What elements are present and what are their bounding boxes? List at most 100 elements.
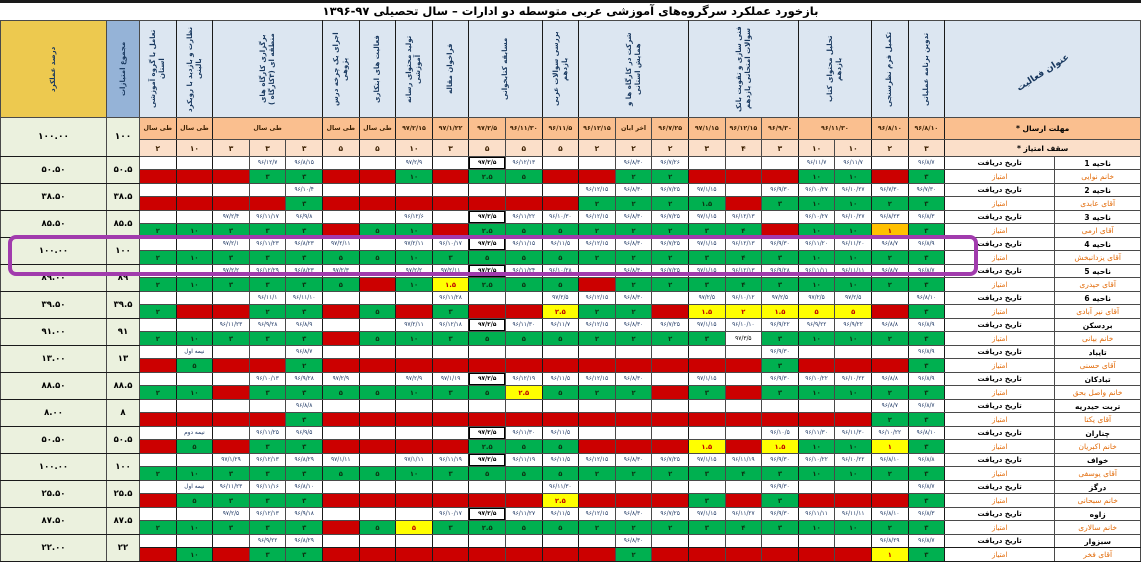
- date-cell[interactable]: ۹۷/۲/۵: [468, 453, 506, 467]
- score-cell[interactable]: ۳: [285, 466, 323, 481]
- score-cell[interactable]: [724, 412, 763, 427]
- score-cell[interactable]: ۱: [870, 223, 909, 238]
- date-cell[interactable]: ۹۶/۱۱/۱۱: [834, 507, 872, 521]
- total-cell[interactable]: ۲۵.۵: [106, 480, 140, 508]
- activity-column-header[interactable]: بررسی سوالات عربی یازدهم: [541, 20, 580, 118]
- row-label-score[interactable]: امتیاز: [944, 250, 1056, 265]
- date-cell[interactable]: ۹۷/۲/۳: [322, 264, 360, 278]
- date-cell[interactable]: ۹۶/۱۱/۱۱: [834, 264, 872, 278]
- date-cell[interactable]: ۹۶/۱۲/۱۳: [724, 237, 763, 251]
- date-cell[interactable]: [139, 291, 177, 305]
- score-cell[interactable]: [468, 196, 506, 211]
- score-cell[interactable]: ۳: [285, 547, 323, 562]
- score-cell[interactable]: ۳: [285, 520, 323, 535]
- total-cell[interactable]: ۱۰۰: [106, 453, 140, 481]
- score-cell[interactable]: [322, 358, 360, 373]
- score-cell[interactable]: [212, 169, 250, 184]
- score-cell[interactable]: ۳: [431, 466, 470, 481]
- district-name[interactable]: سبزوار: [1054, 534, 1141, 548]
- person-name[interactable]: خانم سالاری: [1054, 520, 1141, 535]
- date-cell[interactable]: ۹۶/۸/۳۰: [614, 183, 653, 197]
- district-name[interactable]: ناحیه 2: [1054, 183, 1141, 197]
- date-cell[interactable]: ۹۶/۱۱/۲۷: [724, 507, 763, 521]
- date-cell[interactable]: ۹۶/۷/۲۵: [651, 507, 689, 521]
- date-cell[interactable]: ۹۶/۱۲/۱۵: [578, 453, 616, 467]
- score-cell[interactable]: ۳: [212, 223, 250, 238]
- score-cell[interactable]: ۳: [248, 250, 287, 265]
- date-cell[interactable]: ۹۶/۱۱/۲۵: [248, 426, 287, 440]
- score-cell[interactable]: ۵: [358, 520, 397, 535]
- score-cell[interactable]: [212, 439, 250, 454]
- score-cell[interactable]: ۲: [614, 196, 653, 211]
- date-cell[interactable]: ۹۷/۲/۲: [212, 264, 250, 278]
- person-name[interactable]: آقای حیدری: [1054, 277, 1141, 292]
- date-cell[interactable]: ۹۷/۱/۱۵: [687, 372, 726, 386]
- date-cell[interactable]: ۹۷/۲/۹: [395, 156, 433, 170]
- row-label-date-received[interactable]: تاریخ دریافت: [944, 399, 1056, 413]
- score-cell[interactable]: ۳: [907, 520, 946, 535]
- date-cell[interactable]: [870, 480, 909, 494]
- date-cell[interactable]: ۹۶/۸/۲۹: [285, 453, 323, 467]
- score-cell[interactable]: [797, 358, 836, 373]
- date-cell[interactable]: ۹۶/۸/۸: [870, 372, 909, 386]
- date-cell[interactable]: نیمه اول: [175, 480, 214, 494]
- score-cell[interactable]: ۱۰: [797, 250, 836, 265]
- score-cell[interactable]: ۲: [614, 331, 653, 346]
- date-cell[interactable]: [212, 183, 250, 197]
- date-cell[interactable]: ۹۷/۲/۵: [834, 291, 872, 305]
- date-cell[interactable]: [578, 426, 616, 440]
- date-cell[interactable]: ۹۶/۸/۳۰: [614, 453, 653, 467]
- score-cell[interactable]: ۱۰: [797, 520, 836, 535]
- score-cell[interactable]: ۱۰: [834, 196, 872, 211]
- date-cell[interactable]: ۹۶/۱۱/۲۳: [212, 318, 250, 332]
- score-cell[interactable]: ۵: [504, 439, 543, 454]
- percent-cell[interactable]: ۸۷.۵۰: [0, 507, 107, 535]
- date-cell[interactable]: ۹۷/۲/۵: [468, 372, 506, 386]
- deadline-cell[interactable]: ۹۷/۱/۱۵: [687, 117, 726, 140]
- score-cell[interactable]: [870, 169, 909, 184]
- row-label-date-received[interactable]: تاریخ دریافت: [944, 372, 1056, 386]
- date-cell[interactable]: ۹۶/۱۰/۱۳: [248, 372, 287, 386]
- percent-cell[interactable]: ۱۳.۰۰: [0, 345, 107, 373]
- total-cell[interactable]: ۸۹: [106, 264, 140, 292]
- score-cell[interactable]: ۵: [468, 385, 506, 400]
- score-cell[interactable]: [504, 304, 543, 319]
- row-label-date-received[interactable]: تاریخ دریافت: [944, 291, 1056, 305]
- score-cell[interactable]: [212, 196, 250, 211]
- date-cell[interactable]: [431, 480, 470, 494]
- score-cell[interactable]: [541, 358, 580, 373]
- score-cell[interactable]: [797, 547, 836, 562]
- date-cell[interactable]: [578, 534, 616, 548]
- date-cell[interactable]: [175, 210, 214, 224]
- score-cell[interactable]: ۲: [578, 196, 616, 211]
- date-cell[interactable]: [175, 291, 214, 305]
- date-cell[interactable]: ۹۶/۷/۲۵: [651, 237, 689, 251]
- score-cell[interactable]: ۱.۵: [431, 277, 470, 292]
- district-name[interactable]: زاوه: [1054, 507, 1141, 521]
- max-score-cell[interactable]: ۳: [212, 139, 250, 157]
- date-cell[interactable]: ۹۶/۱۰/۲۷: [834, 183, 872, 197]
- date-cell[interactable]: [504, 345, 543, 359]
- score-cell[interactable]: ۲: [651, 223, 689, 238]
- district-name[interactable]: ناحیه 1: [1054, 156, 1141, 170]
- score-cell[interactable]: [578, 493, 616, 508]
- row-label-score[interactable]: امتیاز: [944, 304, 1056, 319]
- max-score-cell[interactable]: ۲: [139, 139, 177, 157]
- score-cell[interactable]: [724, 196, 763, 211]
- row-label-score[interactable]: امتیاز: [944, 412, 1056, 427]
- deadline-cell[interactable]: ۹۶/۸/۱۰: [870, 117, 909, 140]
- date-cell[interactable]: ۹۷/۲/۱۱: [431, 264, 470, 278]
- date-cell[interactable]: ۹۶/۸/۹: [285, 318, 323, 332]
- date-cell[interactable]: ۹۶/۸/۳۰: [614, 210, 653, 224]
- score-cell[interactable]: [541, 169, 580, 184]
- date-cell[interactable]: [139, 156, 177, 170]
- person-name[interactable]: آقای نیر آبادی: [1054, 304, 1141, 319]
- score-cell[interactable]: ۳: [907, 223, 946, 238]
- score-cell[interactable]: [651, 439, 689, 454]
- score-cell[interactable]: [797, 493, 836, 508]
- score-cell[interactable]: [431, 358, 470, 373]
- date-cell[interactable]: ۹۶/۷/۲۵: [651, 318, 689, 332]
- date-cell[interactable]: ۹۶/۹/۲۲: [797, 318, 836, 332]
- date-cell[interactable]: ۹۷/۲/۵: [468, 426, 506, 440]
- score-cell[interactable]: ۳: [285, 277, 323, 292]
